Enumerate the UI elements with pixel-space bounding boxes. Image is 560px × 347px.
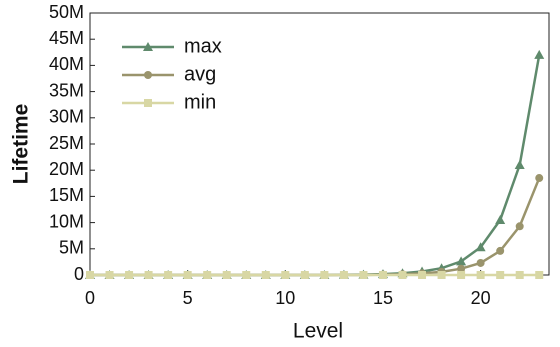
marker xyxy=(143,42,153,51)
x-tick-label: 0 xyxy=(85,288,95,308)
x-tick-label: 15 xyxy=(373,288,393,308)
marker xyxy=(496,271,505,279)
y-tick-label: 5M xyxy=(59,238,84,258)
marker xyxy=(495,214,506,224)
legend-label: max xyxy=(184,35,222,57)
marker xyxy=(86,271,94,279)
marker xyxy=(476,258,485,267)
marker xyxy=(514,159,525,169)
y-tick-label: 45M xyxy=(49,28,84,48)
marker xyxy=(144,71,152,79)
marker xyxy=(300,271,309,279)
series-line xyxy=(90,177,541,277)
marker xyxy=(535,271,544,279)
x-tick-label: 20 xyxy=(471,288,491,308)
y-tick-label: 20M xyxy=(49,159,84,179)
y-tick-label: 10M xyxy=(49,211,84,231)
marker xyxy=(222,271,231,279)
marker xyxy=(183,271,192,279)
marker xyxy=(378,271,387,279)
marker xyxy=(144,99,152,107)
y-tick-label: 0 xyxy=(74,264,84,284)
y-tick-label: 40M xyxy=(49,54,84,74)
marker xyxy=(475,242,486,252)
marker xyxy=(281,271,290,279)
marker xyxy=(534,49,545,59)
marker xyxy=(515,271,524,279)
y-tick-label: 15M xyxy=(49,185,84,205)
x-tick-label: 10 xyxy=(275,288,295,308)
marker xyxy=(398,271,407,279)
y-axis-label: Lifetime xyxy=(10,104,33,185)
marker xyxy=(105,271,114,279)
marker xyxy=(476,271,485,279)
marker xyxy=(320,271,329,279)
marker xyxy=(242,271,251,279)
marker xyxy=(164,271,173,279)
marker xyxy=(457,271,466,279)
marker xyxy=(144,271,153,279)
marker xyxy=(203,271,212,279)
legend-label: avg xyxy=(184,63,216,85)
marker xyxy=(456,256,467,266)
y-tick-label: 50M xyxy=(49,2,84,22)
marker xyxy=(437,271,446,279)
y-tick-label: 25M xyxy=(49,133,84,153)
marker xyxy=(261,271,270,279)
marker xyxy=(125,271,134,279)
y-tick-label: 35M xyxy=(49,80,84,100)
y-tick-label: 30M xyxy=(49,107,84,127)
marker xyxy=(457,264,466,273)
marker xyxy=(339,271,348,279)
legend-label: min xyxy=(184,91,216,113)
series-line xyxy=(90,54,541,277)
marker xyxy=(515,222,524,231)
plot-frame xyxy=(89,12,550,276)
x-tick-label: 5 xyxy=(183,288,193,308)
marker xyxy=(535,174,544,183)
x-axis-label: Level xyxy=(293,320,343,343)
marker xyxy=(359,271,368,279)
marker xyxy=(418,271,427,279)
marker xyxy=(496,246,505,255)
